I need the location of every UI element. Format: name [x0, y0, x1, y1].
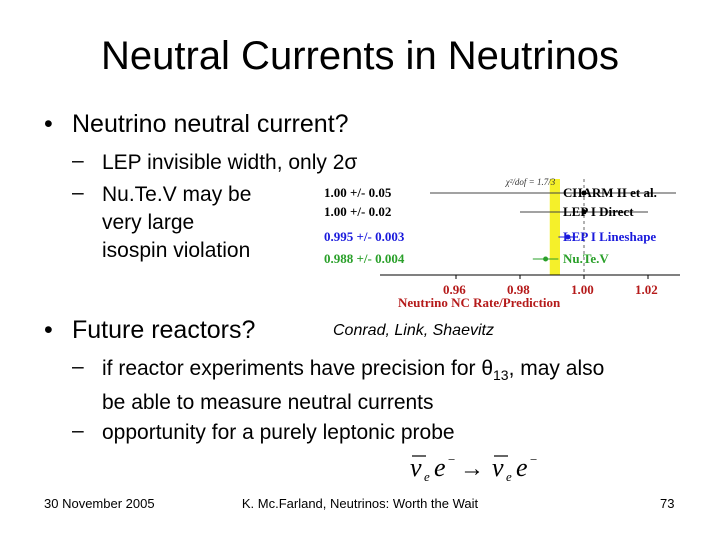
sub-bullet-line: very large: [102, 211, 195, 234]
data-point: [581, 190, 587, 196]
sub-bullet-text: LEP invisible width, only 2σ: [102, 151, 358, 174]
experiment-label: CHARM II et al.: [563, 185, 657, 200]
experiment-label: Nu.Te.V: [563, 251, 609, 266]
sub-bullet-text: opportunity for a purely leptonic probe: [102, 421, 455, 444]
formula-sup: −: [530, 452, 537, 467]
chi2-band: [549, 179, 560, 275]
x-tick-label: 1.00: [571, 282, 594, 297]
slide-title: Neutral Currents in Neutrinos: [101, 34, 619, 78]
nc-rate-chart: χ²/dof = 1.7/3 1.00 +/- 0.05 CHARM II et a…: [324, 177, 680, 310]
sub-bullet-dash: –: [72, 181, 84, 204]
text-part: , may also: [508, 357, 605, 380]
sub-bullet-dash: –: [72, 355, 84, 378]
sub-bullet-line: Nu.Te.V may be: [102, 183, 252, 206]
band-label: χ²/dof = 1.7/3: [505, 177, 556, 187]
x-tick-label: 1.02: [635, 282, 658, 297]
data-point: [565, 234, 571, 240]
credit-authors: Conrad, Link, Shaevitz: [333, 322, 494, 339]
sub-bullet-text: Nu.Te.V may be very large isospin violat…: [102, 181, 251, 265]
footer-date: 30 November 2005: [44, 496, 155, 511]
sub-bullet-dash: –: [72, 149, 84, 172]
measurement-value-label: 1.00 +/- 0.05: [324, 185, 392, 200]
sub-bullet-line: isospin violation: [102, 239, 251, 262]
bullet-dot: •: [44, 316, 53, 344]
text-part: if reactor experiments have precision fo…: [102, 357, 494, 380]
scattering-formula: ν e e − → ν e e −: [410, 452, 537, 484]
x-tick-label: 0.96: [443, 282, 466, 297]
data-point: [581, 209, 587, 215]
sub-bullet-line: if reactor experiments have precision fo…: [102, 355, 604, 389]
data-point: [543, 256, 549, 262]
x-tick-label: 0.98: [507, 282, 530, 297]
formula-arrow: →: [460, 456, 484, 482]
footer-page-number: 73: [660, 496, 675, 511]
formula-sup: −: [448, 452, 455, 467]
x-axis-label: Neutrino NC Rate/Prediction: [398, 295, 561, 310]
measurement-value-label: 1.00 +/- 0.02: [324, 204, 391, 219]
measurement-value-label: 0.995 +/- 0.003: [324, 229, 405, 244]
bullet-text: Future reactors?: [72, 316, 256, 344]
experiment-label: LEP I Direct: [563, 204, 634, 219]
sub-bullet-line: be able to measure neutral currents: [102, 391, 434, 415]
formula-nu: ν: [492, 453, 504, 482]
sub-bullet-text: if reactor experiments have precision fo…: [102, 355, 604, 417]
formula-sub: e: [424, 469, 430, 484]
formula-nu: ν: [410, 453, 422, 482]
formula-electron: e: [516, 453, 528, 482]
experiment-label: LEP I Lineshape: [563, 229, 656, 244]
measurement-value-label: 0.988 +/- 0.004: [324, 251, 405, 266]
formula-electron: e: [434, 453, 446, 482]
bullet-text: Neutrino neutral current?: [72, 110, 349, 138]
footer-center: K. Mc.Farland, Neutrinos: Worth the Wait: [241, 496, 479, 511]
sub-bullet-dash: –: [72, 419, 84, 442]
formula-sub: e: [506, 469, 512, 484]
bullet-dot: •: [44, 110, 53, 138]
subscript: 13: [493, 367, 509, 384]
